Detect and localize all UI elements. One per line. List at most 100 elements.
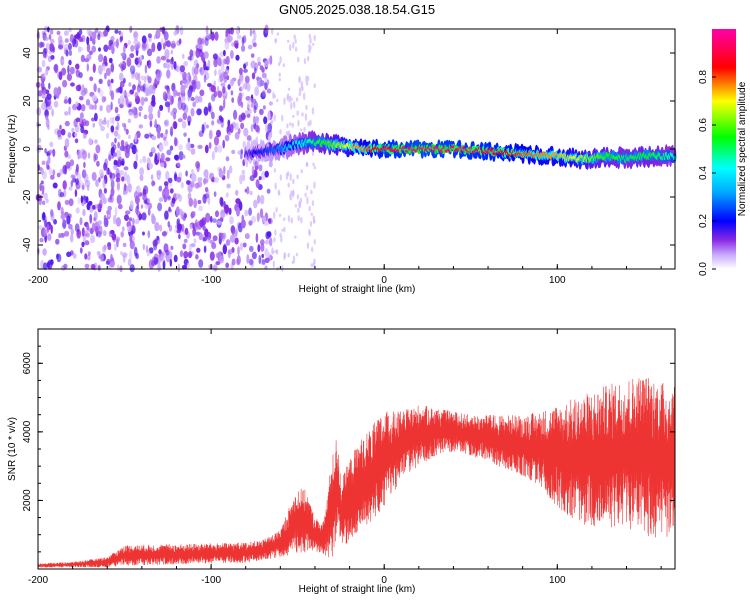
heatmap-noise-cell [187,137,191,143]
heatmap-noise-cell [113,243,117,251]
heatmap-noise-cell [159,224,163,232]
heatmap-noise-cell [50,55,55,60]
heatmap-noise-cell [266,88,272,94]
heatmap-noise-cell [92,63,96,73]
heatmap-noise-cell [246,186,250,195]
heatmap-noise-cell [50,209,54,218]
heatmap-noise-cell [49,259,54,266]
heatmap-noise-cell [290,217,293,224]
heatmap-noise-cell [283,253,286,261]
heatmap-noise-cell [148,112,154,121]
heatmap-noise-cell [222,86,226,94]
heatmap-noise-cell [106,119,110,128]
heatmap-noise-cell [135,72,139,81]
heatmap-noise-cell [42,248,47,256]
heatmap-noise-cell [163,139,169,147]
heatmap-noise-cell [148,132,152,137]
heatmap-noise-cell [313,181,316,189]
heatmap-noise-cell [264,239,270,245]
colorbar-ticks: 0.0 0.2 0.4 0.6 0.8 [698,70,716,276]
heatmap-noise-cell [160,152,165,162]
heatmap-noise-cell [227,84,231,90]
heatmap-noise-cell [82,195,86,201]
heatmap-noise-cell [101,120,107,125]
heatmap-noise-cell [307,55,310,62]
heatmap-noise-cell [131,235,136,242]
heatmap-noise-cell [66,73,72,81]
heatmap-noise-cell [60,128,66,136]
heatmap-noise-cell [198,131,204,137]
y-tick-label: 20 [22,95,33,107]
heatmap-noise-cell [198,232,203,241]
heatmap-noise-cell [196,247,201,253]
heatmap-noise-cell [203,245,207,253]
heatmap-noise-cell [117,86,123,93]
heatmap-noise-cell [41,59,46,68]
heatmap-noise-cell [176,228,181,234]
heatmap-noise-cell [177,263,180,273]
heatmap-noise-cell [157,202,163,212]
heatmap-noise-cell [187,115,192,124]
heatmap-noise-cell [152,256,157,263]
heatmap-noise-cell [239,242,243,251]
heatmap-noise-cell [191,172,197,183]
heatmap-noise-cell [158,185,163,192]
heatmap-noise-cell [60,214,66,220]
heatmap-noise-cell [208,129,213,140]
heatmap-noise-cell [277,189,280,195]
heatmap-noise-cell [219,51,224,58]
heatmap-noise-cell [56,172,61,178]
heatmap-noise-cell [274,38,277,44]
heatmap-noise-cell [311,246,314,253]
heatmap-noise-cell [53,100,59,108]
heatmap-noise-cell [94,226,99,234]
heatmap-noise-cell [121,122,126,128]
heatmap-noise-cell [216,220,222,226]
heatmap-noise-cell [196,108,202,116]
heatmap-noise-cell [137,57,141,63]
heatmap-noise-cell [46,98,52,107]
heatmap-noise-cell [154,221,160,232]
heatmap-noise-cell [249,175,255,182]
heatmap-noise-cell [89,219,93,224]
heatmap-noise-cell [114,206,118,217]
heatmap-noise-cell [169,95,174,106]
heatmap-noise-cell [187,56,192,61]
heatmap-noise-cell [133,31,139,41]
heatmap-noise-cell [299,128,303,132]
heatmap-noise-cell [234,237,239,245]
heatmap-noise-cell [110,179,115,190]
heatmap-noise-cell [197,43,203,50]
heatmap-noise-cell [151,180,155,187]
heatmap-noise-cell [120,31,124,37]
heatmap-noise-cell [313,239,316,245]
heatmap-noise-cell [244,233,250,240]
heatmap-noise-cell [147,33,152,39]
heatmap-noise-cell [59,168,64,175]
heatmap-noise-cell [59,124,62,130]
heatmap-noise-cell [69,66,75,75]
heatmap-noise-cell [251,215,257,223]
heatmap-noise-cell [246,82,251,92]
heatmap-noise-cell [107,44,112,51]
heatmap-noise-cell [273,94,276,99]
heatmap-noise-cell [110,62,115,72]
heatmap-noise-cell [185,170,188,177]
heatmap-noise-cell [195,219,198,229]
heatmap-noise-cell [38,90,43,97]
heatmap-noise-cell [91,45,96,53]
colorbar-tick-label: 0.6 [698,118,709,132]
heatmap-noise-cell [49,43,54,52]
colorbar-tick-label: 0.2 [698,214,709,228]
heatmap-noise-cell [127,39,131,46]
heatmap-noise-cell [173,30,178,36]
snr-y-label: SNR (10 * v/v) [7,417,18,481]
heatmap-noise-cell [156,235,160,241]
heatmap-noise-cell [127,258,132,267]
heatmap-noise-cell [138,105,143,112]
heatmap-noise-cell [221,58,225,67]
heatmap-noise-cell [252,98,257,104]
heatmap-noise-cell [214,69,217,77]
heatmap-noise-cell [123,166,129,171]
